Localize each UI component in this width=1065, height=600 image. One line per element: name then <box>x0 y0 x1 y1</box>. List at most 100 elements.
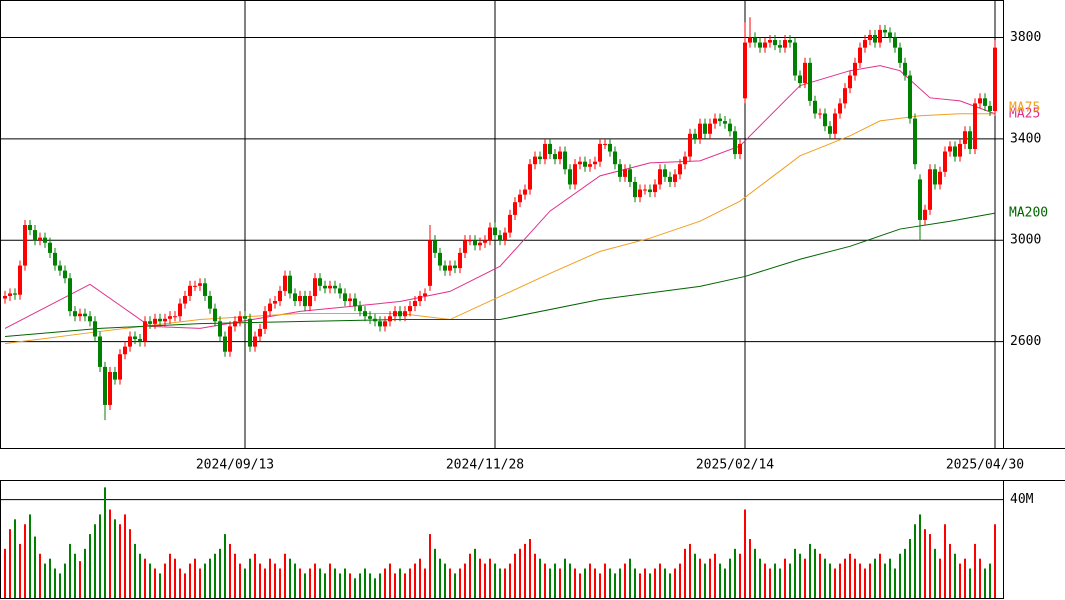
volume-bar <box>544 563 546 598</box>
volume-bar <box>424 568 426 598</box>
volume-bar <box>444 563 446 598</box>
candle-body <box>218 321 222 337</box>
legend-label: MA25 <box>1009 106 1040 121</box>
candle-body <box>938 171 942 185</box>
candle-body <box>223 336 227 352</box>
candle-body <box>213 308 217 322</box>
volume-bar <box>959 563 961 598</box>
candle-body <box>438 252 442 266</box>
volume-bar <box>569 563 571 598</box>
candle-body <box>708 123 712 134</box>
volume-bar <box>324 573 326 598</box>
candle-body <box>103 366 107 405</box>
candle-body <box>268 303 272 312</box>
volume-bar <box>654 568 656 598</box>
volume-bar <box>189 563 191 598</box>
volume-bar <box>644 568 646 598</box>
candle-body <box>698 123 702 139</box>
candle-body <box>788 40 792 43</box>
candle-body <box>423 293 427 296</box>
candle-body <box>713 118 717 124</box>
candle-body <box>523 189 527 195</box>
ma-line <box>4 65 996 329</box>
volume-bar <box>769 568 771 598</box>
candle-body <box>678 164 682 175</box>
volume-bar <box>9 529 11 598</box>
volume-bar <box>594 568 596 598</box>
candle-body <box>738 143 742 155</box>
candle-body <box>183 295 187 304</box>
candle-body <box>488 227 492 241</box>
volume-bar <box>789 563 791 598</box>
volume-bar <box>64 563 66 598</box>
volume-bar <box>394 573 396 598</box>
candle-body <box>193 285 197 287</box>
volume-bar <box>94 524 96 598</box>
candle-body <box>508 214 512 233</box>
candle-body <box>868 34 872 41</box>
candle-body <box>793 42 797 76</box>
volume-bar <box>889 558 891 598</box>
candle-body <box>628 169 632 182</box>
candle-body <box>623 169 627 177</box>
volume-bar <box>674 568 676 598</box>
candle-body <box>68 278 72 312</box>
volume-bar <box>109 509 111 598</box>
candle-body <box>723 121 727 124</box>
volume-bar <box>384 568 386 598</box>
volume-bar <box>124 514 126 598</box>
candle-body <box>573 164 577 185</box>
candle-body <box>8 293 12 296</box>
volume-bar <box>249 558 251 598</box>
volume-bar <box>559 568 561 598</box>
volume-bar <box>579 573 581 598</box>
volume-bar <box>954 553 956 598</box>
candle-body <box>168 316 172 319</box>
candle-body <box>908 75 912 119</box>
candle-body <box>958 143 962 157</box>
candle-body <box>178 303 182 317</box>
volume-bar <box>849 553 851 598</box>
candle-body <box>58 265 62 271</box>
volume-bar <box>114 519 116 598</box>
candle-body <box>963 131 967 144</box>
volume-bar <box>164 563 166 598</box>
candle-body <box>458 252 462 269</box>
volume-bar <box>79 561 81 598</box>
candle-body <box>113 371 117 380</box>
candle-body <box>188 285 192 296</box>
x-tick-label: 2024/09/13 <box>196 458 274 473</box>
volume-bar <box>679 563 681 598</box>
candle-body <box>273 301 277 304</box>
volume-bar <box>634 568 636 598</box>
candle-body <box>618 164 622 177</box>
candle-body <box>808 62 812 101</box>
candle-body <box>993 47 997 111</box>
candle-body <box>278 290 282 302</box>
volume-bar <box>684 548 686 598</box>
volume-bar <box>539 558 541 598</box>
moving-averages <box>4 65 996 345</box>
volume-bar <box>349 573 351 598</box>
candle-body <box>298 295 302 302</box>
candle-body <box>728 123 732 132</box>
candle-body <box>598 143 602 162</box>
volume-bar <box>869 563 871 598</box>
candle-body <box>398 311 402 317</box>
candle-body <box>583 161 587 167</box>
volume-bar <box>24 524 26 598</box>
y-tick-label: 2600 <box>1010 334 1041 349</box>
candle-body <box>538 156 542 160</box>
volume-bar <box>649 573 651 598</box>
volume-bar <box>729 558 731 598</box>
volume-bar <box>374 578 376 598</box>
volume-bar <box>619 568 621 598</box>
y-tick-label: 3800 <box>1010 30 1041 45</box>
volume-bar <box>659 563 661 598</box>
volume-bar <box>169 553 171 598</box>
volume-bar <box>504 568 506 598</box>
candle-body <box>923 209 927 220</box>
volume-bar <box>974 543 976 598</box>
volume-bar <box>719 563 721 598</box>
volume-bar <box>319 568 321 598</box>
